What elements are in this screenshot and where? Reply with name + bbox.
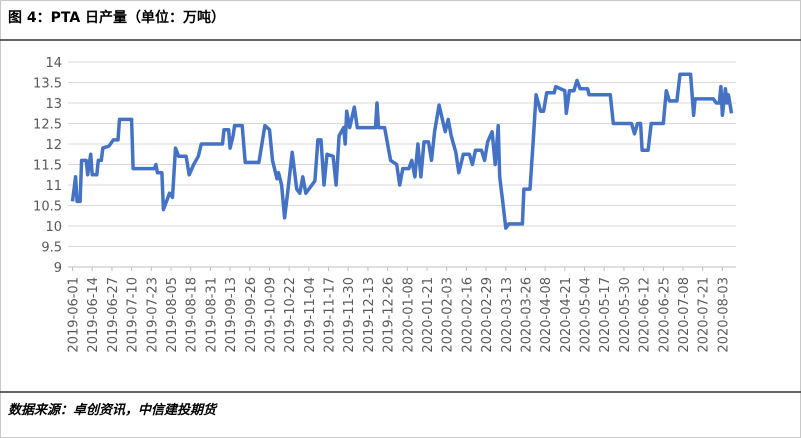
- x-tick-label: 2019-09-26: [244, 277, 259, 353]
- x-tick-label: 2020-02-03: [441, 277, 456, 353]
- x-tick-label: 2019-06-14: [86, 277, 101, 353]
- x-tick-label: 2020-06-12: [638, 277, 653, 353]
- x-tick-label: 2020-05-17: [598, 277, 613, 353]
- x-tick-label: 2019-11-04: [303, 277, 318, 353]
- x-tick-label: 2019-06-27: [106, 277, 121, 353]
- x-tick-label: 2020-08-03: [716, 277, 731, 353]
- x-tick-label: 2020-02-16: [460, 277, 475, 353]
- x-tick-label: 2020-03-13: [500, 277, 515, 353]
- x-tick-label: 2020-03-26: [519, 277, 534, 353]
- y-tick-label: 14: [45, 56, 62, 71]
- x-tick-label: 2019-11-17: [323, 277, 338, 353]
- source: 数据来源：卓创资讯，中信建投期货: [8, 402, 218, 418]
- x-tick-label: 2020-04-08: [539, 277, 554, 353]
- x-tick-label: 2020-01-08: [401, 277, 416, 353]
- y-tick-label: 12: [45, 138, 62, 153]
- x-tick-label: 2019-08-18: [185, 277, 200, 353]
- x-tick-label: 2019-07-23: [145, 277, 160, 353]
- x-tick-label: 2020-07-08: [677, 277, 692, 353]
- y-tick-label: 12.5: [33, 118, 62, 133]
- y-tick-label: 13.5: [33, 77, 62, 92]
- chart-title: 图 4：PTA 日产量（单位：万吨）: [8, 9, 225, 26]
- y-tick-label: 9: [54, 261, 62, 276]
- x-tick-label: 2019-12-26: [382, 277, 397, 353]
- x-tick-label: 2020-07-21: [697, 277, 712, 353]
- x-tick-label: 2020-02-29: [480, 277, 495, 353]
- y-tick-label: 13: [45, 97, 62, 112]
- y-tick-label: 11: [45, 179, 62, 194]
- x-tick-label: 2019-06-01: [67, 277, 82, 353]
- x-tick-label: 2019-10-09: [263, 277, 278, 353]
- line-series: [70, 72, 734, 230]
- x-tick-label: 2020-01-21: [421, 277, 436, 353]
- x-tick-label: 2019-12-13: [362, 277, 377, 353]
- x-tick-label: 2019-10-22: [283, 277, 298, 353]
- x-tick-label: 2019-09-13: [224, 277, 239, 353]
- y-tick-label: 9.5: [41, 241, 62, 256]
- x-tick-label: 2020-06-25: [657, 277, 672, 353]
- x-tick-label: 2020-05-04: [579, 277, 594, 353]
- x-tick-label: 2019-11-30: [342, 277, 357, 353]
- x-tick-label: 2019-07-10: [126, 277, 141, 353]
- y-tick-label: 10.5: [33, 200, 62, 215]
- x-tick-label: 2019-08-31: [204, 277, 219, 353]
- x-tick-label: 2020-04-21: [559, 277, 574, 353]
- x-tick-label: 2019-08-05: [165, 277, 180, 353]
- y-tick-label: 11.5: [33, 159, 62, 174]
- y-tick-label: 10: [45, 220, 62, 235]
- x-tick-label: 2020-05-30: [618, 277, 633, 353]
